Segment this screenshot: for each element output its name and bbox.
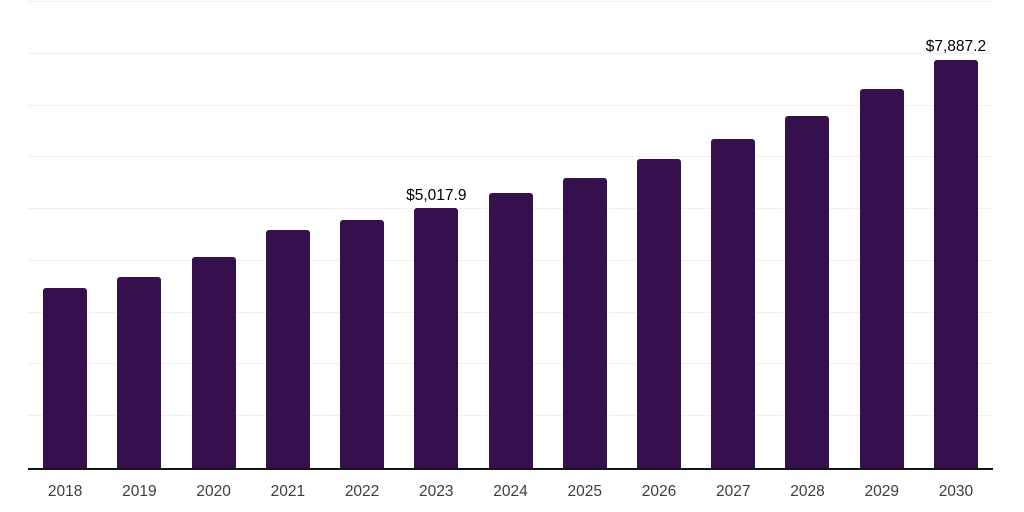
bar-2029[interactable]: [859, 88, 904, 468]
bar-2024[interactable]: [488, 193, 533, 468]
x-axis: 2018 2019 2020 2021 2022 2023 2024 2025 2026 2027…: [28, 483, 993, 500]
bar-2028[interactable]: [785, 115, 830, 468]
bars-container: $5,017.9 $7,887.2: [28, 2, 993, 468]
bar-2030[interactable]: [933, 59, 978, 468]
bar-slot: [622, 2, 696, 468]
value-label-2030: $7,887.2: [925, 38, 987, 56]
x-tick-label-2018: 2018: [47, 483, 83, 500]
x-tick-label-2023: 2023: [419, 483, 454, 500]
gridline: [28, 156, 993, 158]
value-label-2023: $5,017.9: [406, 186, 467, 204]
gridline: [28, 104, 993, 106]
bar-slot: $5,017.9: [399, 2, 473, 468]
bar-2018[interactable]: [43, 288, 88, 468]
x-tick-label-2028: 2028: [790, 483, 825, 500]
gridline: [28, 1, 993, 2]
x-tick-label-2022: 2022: [344, 483, 380, 500]
x-tick-label-2026: 2026: [641, 483, 677, 500]
x-tick-label-2019: 2019: [122, 483, 157, 500]
x-tick-label-2024: 2024: [493, 483, 528, 500]
bar-2023[interactable]: [414, 208, 459, 468]
bar-slot: [696, 2, 770, 468]
bar-2027[interactable]: [711, 138, 756, 468]
bar-slot: [473, 2, 547, 468]
bar-2021[interactable]: [265, 230, 310, 468]
bar-slot: [28, 2, 102, 468]
bar-slot: [770, 2, 844, 468]
plot-area: $5,017.9 $7,887.2: [28, 1, 993, 470]
bar-2022[interactable]: [340, 219, 385, 468]
bar-slot: [325, 2, 399, 468]
bar-slot: [176, 2, 250, 468]
bar-slot: [251, 2, 325, 468]
x-tick-label-2030: 2030: [938, 483, 974, 500]
bar-2025[interactable]: [562, 177, 607, 468]
x-tick-label-2025: 2025: [567, 483, 602, 500]
bar-slot: [845, 2, 919, 468]
bar-2026[interactable]: [636, 159, 681, 468]
gridline: [28, 52, 993, 54]
bar-slot: [102, 2, 176, 468]
x-tick-label-2027: 2027: [715, 483, 751, 500]
x-tick-label-2029: 2029: [864, 483, 899, 500]
x-tick-label-2021: 2021: [270, 483, 306, 500]
bar-2020[interactable]: [191, 257, 236, 468]
bar-slot: [548, 2, 622, 468]
bar-slot: $7,887.2: [919, 2, 993, 468]
x-tick-label-2020: 2020: [196, 483, 231, 500]
bar-2019[interactable]: [117, 277, 162, 468]
